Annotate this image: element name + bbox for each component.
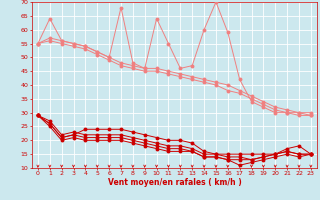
X-axis label: Vent moyen/en rafales ( km/h ): Vent moyen/en rafales ( km/h ) bbox=[108, 178, 241, 187]
